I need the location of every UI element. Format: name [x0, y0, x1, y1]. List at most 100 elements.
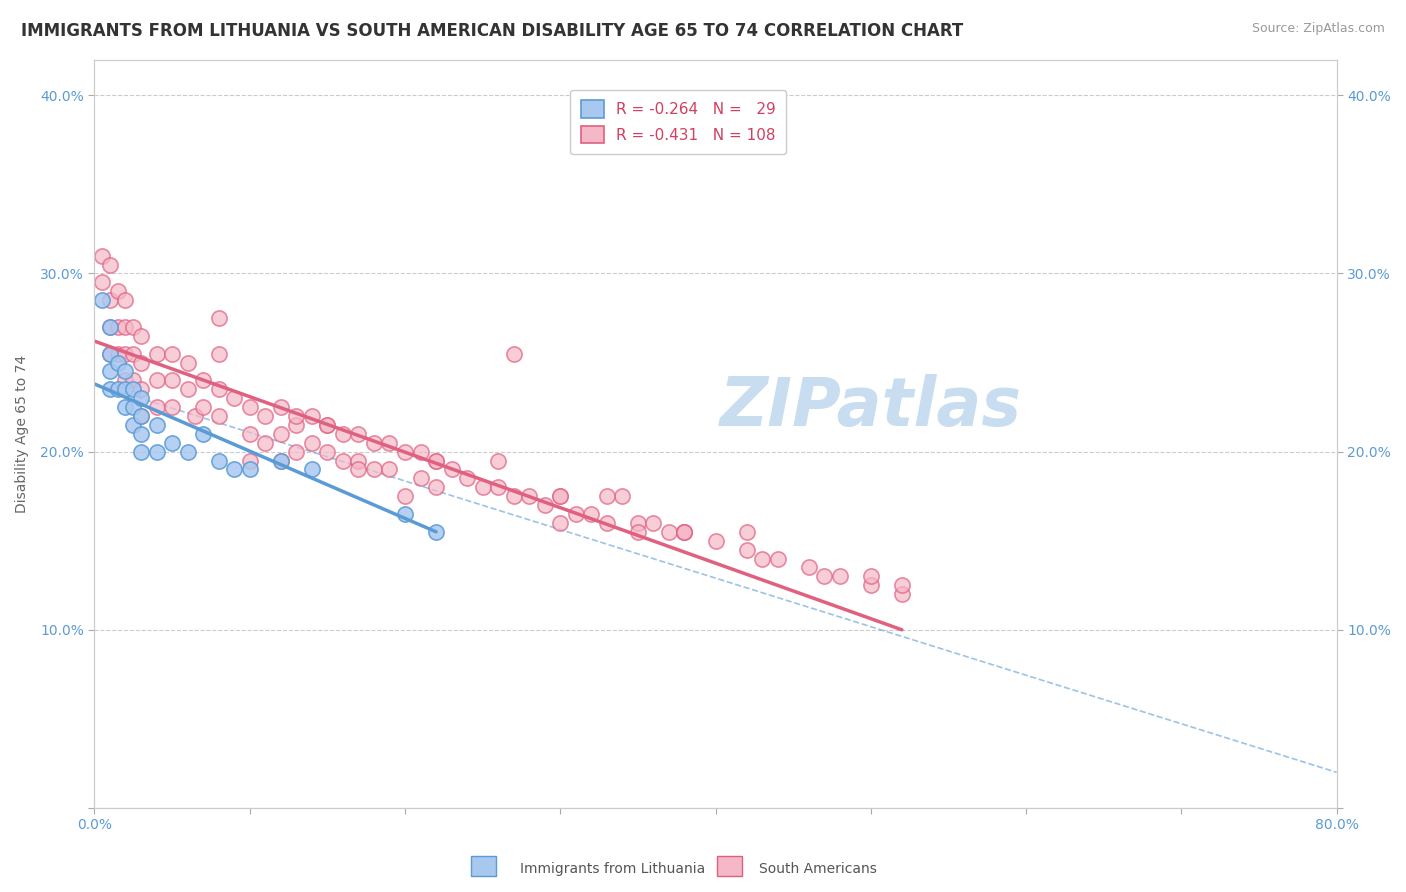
Point	[301, 462, 323, 476]
Point	[425, 524, 447, 539]
Point	[98, 346, 121, 360]
Point	[239, 453, 262, 467]
Point	[91, 293, 114, 307]
Point	[91, 249, 114, 263]
Point	[129, 409, 152, 423]
Point	[316, 444, 339, 458]
Point	[122, 373, 145, 387]
Point	[859, 578, 882, 592]
Point	[176, 355, 198, 369]
Point	[565, 507, 588, 521]
Point	[285, 409, 308, 423]
Point	[208, 453, 231, 467]
Text: ZIPatlas: ZIPatlas	[720, 374, 1022, 440]
Point	[184, 409, 207, 423]
Point	[735, 524, 758, 539]
Point	[548, 516, 571, 530]
Point	[673, 524, 696, 539]
Point	[533, 498, 555, 512]
Point	[270, 426, 292, 441]
Point	[239, 426, 262, 441]
Point	[98, 258, 121, 272]
Point	[122, 417, 145, 432]
Point	[502, 346, 524, 360]
Point	[160, 346, 183, 360]
Point	[425, 453, 447, 467]
Point	[91, 276, 114, 290]
Point	[394, 444, 416, 458]
Point	[285, 417, 308, 432]
Point	[254, 435, 277, 450]
Point	[301, 435, 323, 450]
Point	[766, 551, 789, 566]
Point	[191, 373, 214, 387]
Point	[98, 319, 121, 334]
Point	[107, 382, 129, 396]
Point	[114, 319, 136, 334]
Point	[107, 319, 129, 334]
Point	[98, 382, 121, 396]
Point	[486, 480, 509, 494]
Point	[612, 489, 634, 503]
Point	[114, 400, 136, 414]
Point	[129, 355, 152, 369]
Point	[627, 516, 650, 530]
Point	[160, 373, 183, 387]
Point	[673, 524, 696, 539]
Point	[224, 462, 246, 476]
Point	[425, 480, 447, 494]
Point	[254, 409, 277, 423]
Text: Source: ZipAtlas.com: Source: ZipAtlas.com	[1251, 22, 1385, 36]
Point	[98, 346, 121, 360]
Point	[176, 382, 198, 396]
Legend: R = -0.264   N =   29, R = -0.431   N = 108: R = -0.264 N = 29, R = -0.431 N = 108	[571, 90, 786, 154]
Point	[859, 569, 882, 583]
Point	[107, 285, 129, 299]
Point	[440, 462, 463, 476]
Point	[270, 453, 292, 467]
Point	[813, 569, 835, 583]
Point	[98, 364, 121, 378]
Point	[517, 489, 540, 503]
Point	[409, 444, 432, 458]
Point	[191, 400, 214, 414]
Point	[98, 319, 121, 334]
Point	[129, 328, 152, 343]
Point	[208, 382, 231, 396]
Point	[456, 471, 478, 485]
Point	[643, 516, 665, 530]
Point	[114, 382, 136, 396]
Point	[129, 391, 152, 405]
Point	[751, 551, 773, 566]
Point	[704, 533, 727, 548]
Point	[145, 400, 167, 414]
Point	[129, 409, 152, 423]
Point	[425, 453, 447, 467]
Point	[191, 426, 214, 441]
Point	[581, 507, 603, 521]
Point	[316, 417, 339, 432]
Point	[363, 462, 385, 476]
Point	[239, 400, 262, 414]
Point	[160, 435, 183, 450]
Point	[409, 471, 432, 485]
Point	[394, 489, 416, 503]
Point	[673, 524, 696, 539]
Point	[224, 391, 246, 405]
Point	[114, 364, 136, 378]
Point	[347, 453, 370, 467]
Point	[129, 382, 152, 396]
Text: South Americans: South Americans	[759, 862, 877, 876]
Point	[114, 346, 136, 360]
Point	[122, 382, 145, 396]
Point	[208, 310, 231, 325]
Point	[122, 319, 145, 334]
Point	[627, 524, 650, 539]
Point	[98, 293, 121, 307]
Point	[114, 293, 136, 307]
Point	[114, 373, 136, 387]
Point	[548, 489, 571, 503]
Point	[107, 355, 129, 369]
Point	[129, 444, 152, 458]
Point	[378, 462, 401, 476]
